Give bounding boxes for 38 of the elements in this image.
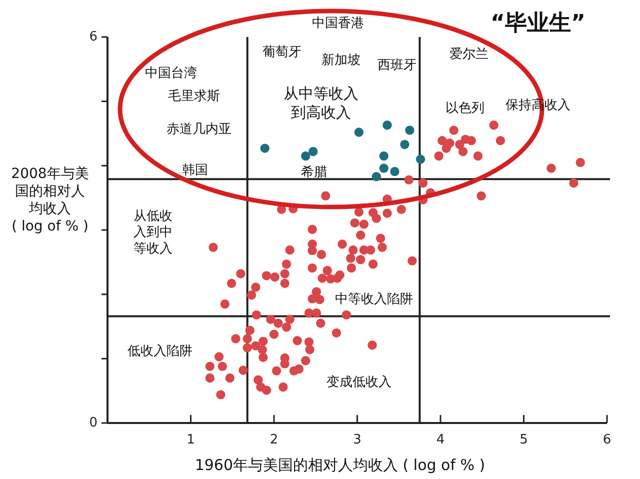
point (416, 154, 426, 164)
annotation: 赤道几内亚 (166, 122, 232, 137)
point (400, 140, 410, 150)
chart-title: “毕业生” (490, 11, 586, 36)
x-tick-label: 2 (270, 432, 278, 448)
point (301, 151, 310, 161)
text: 中国香港 (312, 16, 364, 31)
annotation: 西班牙 (378, 58, 416, 73)
annotation: 希腊 (301, 164, 327, 180)
x-tick-label: 3 (353, 432, 362, 448)
annotation: 毛里求斯 (168, 88, 220, 104)
y-axis-title: 2008年与美国的相对人均收入( log of % ) (11, 166, 89, 234)
x-tick-label: 5 (520, 432, 528, 448)
annotation: 中国台湾 (145, 64, 197, 81)
x-tick-label: 1 (186, 432, 195, 448)
annotation: 中等收入陷阱 (335, 292, 413, 307)
annotation: 从低收入到中等收入 (134, 208, 172, 256)
point (354, 128, 364, 137)
point (405, 126, 414, 135)
annotation: 爱尔兰 (450, 46, 488, 62)
point (372, 172, 381, 182)
point (382, 120, 392, 130)
point (379, 164, 388, 173)
annotation: 韩国 (182, 162, 208, 178)
y-tick-label: 0 (89, 416, 98, 431)
annotation: 葡萄牙 (262, 44, 302, 60)
point (390, 166, 400, 176)
annotation: 从中等收入到高收入 (284, 84, 358, 122)
annotation: 变成低收入 (326, 374, 392, 390)
x-tick-label: 4 (436, 432, 445, 448)
point (379, 151, 388, 161)
x-tick-label: 6 (602, 432, 612, 448)
annotation: 以色列 (446, 100, 484, 116)
annotation: 新加坡 (322, 52, 360, 68)
annotation: 低收入陷阱 (128, 344, 192, 359)
point (260, 144, 270, 153)
x-axis-title: 1960年与美国的相对人均收入 ( log of % ) (194, 456, 486, 474)
point (308, 146, 318, 156)
